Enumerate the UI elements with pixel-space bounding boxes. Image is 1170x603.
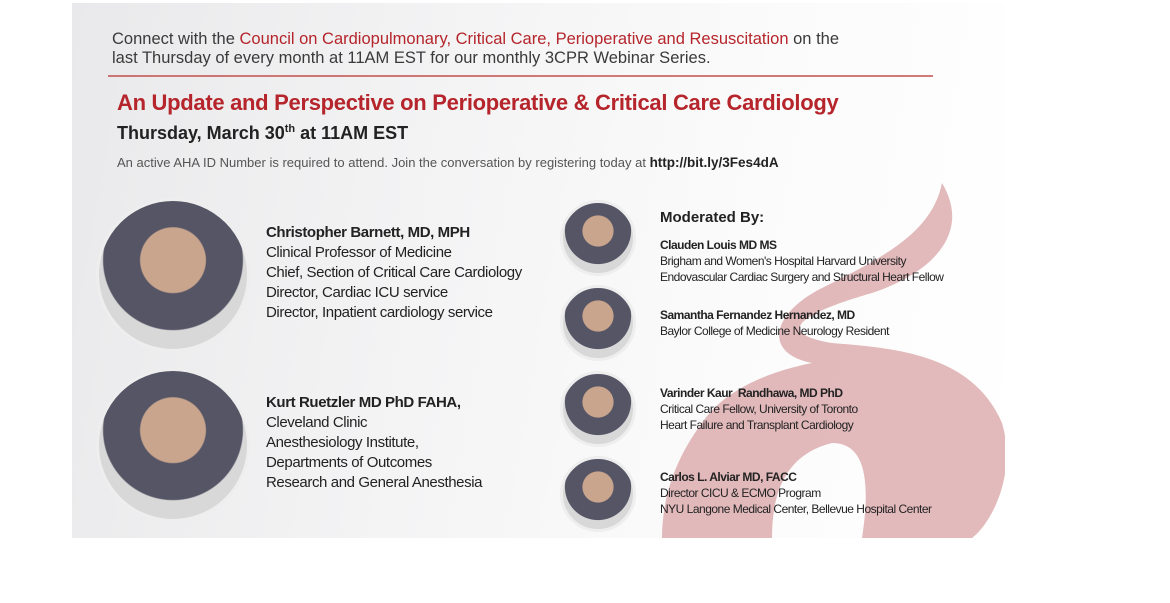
moderator: Varinder Kaur Randhawa, MD PhD Critical C… — [660, 385, 858, 433]
intro-text: Connect with the — [112, 30, 240, 48]
moderators-heading: Moderated By: — [660, 209, 765, 226]
moderator: Carlos L. Alviar MD, FACC Director CICU &… — [660, 469, 932, 517]
person-detail: Director, Inpatient cardiology service — [266, 304, 493, 321]
person-detail: Brigham and Women's Hospital Harvard Uni… — [660, 254, 907, 268]
speaker: Kurt Ruetzler MD PhD FAHA, Cleveland Clin… — [266, 393, 482, 493]
url: http://bit.ly/3Fes4dA — [649, 155, 779, 170]
person-detail: Baylor College of Medicine Neurology Res… — [660, 324, 889, 338]
speaker: Christopher Barnett, MD, MPH Clinical Pro… — [266, 223, 522, 323]
moderator-photo — [560, 456, 636, 532]
title: An Update and Perspective on Perioperati… — [117, 90, 839, 115]
intro-text: last Thursday of every month at 11AM EST… — [112, 49, 711, 67]
date-suffix: th — [284, 123, 296, 135]
date: Thursday, March 30th at 11AM EST — [117, 123, 408, 144]
person-name: Clauden Louis MD MS — [660, 238, 777, 252]
person-name: Varinder Kaur Randhawa, MD PhD — [660, 386, 843, 400]
logo-flame — [108, 75, 1005, 538]
person-detail: Heart Failure and Transplant Cardiology — [660, 418, 854, 432]
person-detail: Cleveland Clinic — [266, 414, 368, 431]
person-detail: Clinical Professor of Medicine — [266, 244, 452, 261]
date-text: at 11AM EST — [295, 123, 409, 143]
note-text: An active AHA ID Number is required to a… — [117, 155, 650, 170]
person-detail: NYU Langone Medical Center, Bellevue Hos… — [660, 502, 932, 516]
person-name: Samantha Fernandez Hernandez, MD — [660, 308, 855, 322]
person-detail: Director, Cardiac ICU service — [266, 284, 448, 301]
person-detail: Chief, Section of Critical Care Cardiolo… — [266, 264, 522, 281]
intro-text: on the — [788, 30, 840, 48]
speaker-photo — [96, 368, 250, 522]
person-name: Christopher Barnett, MD, MPH — [266, 224, 470, 241]
date-text: Thursday, March 30 — [117, 123, 285, 143]
moderator: Clauden Louis MD MS Brigham and Women's H… — [660, 237, 944, 285]
person-detail: Anesthesiology Institute, — [266, 434, 419, 451]
council-name: Council on Cardiopulmonary, Critical Car… — [239, 30, 789, 48]
person-name: Kurt Ruetzler MD PhD FAHA, — [266, 394, 461, 411]
moderator-photo — [560, 371, 636, 447]
person-detail: Departments of Outcomes — [266, 454, 432, 471]
person-detail: Critical Care Fellow, University of Toro… — [660, 402, 858, 416]
flyer: Connect with the Council on Cardiopulmon… — [72, 3, 1005, 538]
note: An active AHA ID Number is required to a… — [117, 155, 779, 170]
moderator: Samantha Fernandez Hernandez, MD Baylor C… — [660, 307, 889, 339]
intro-line: Connect with the Council on Cardiopulmon… — [112, 30, 839, 49]
person-name: Carlos L. Alviar MD, FACC — [660, 470, 797, 484]
person-detail: Endovascular Cardiac Surgery and Structu… — [660, 270, 944, 284]
person-detail: Research and General Anesthesia — [266, 474, 483, 491]
moderator-photo — [560, 285, 636, 361]
speaker-photo — [96, 198, 250, 352]
moderator-photo — [560, 200, 636, 276]
person-detail: Director CICU & ECMO Program — [660, 486, 821, 500]
